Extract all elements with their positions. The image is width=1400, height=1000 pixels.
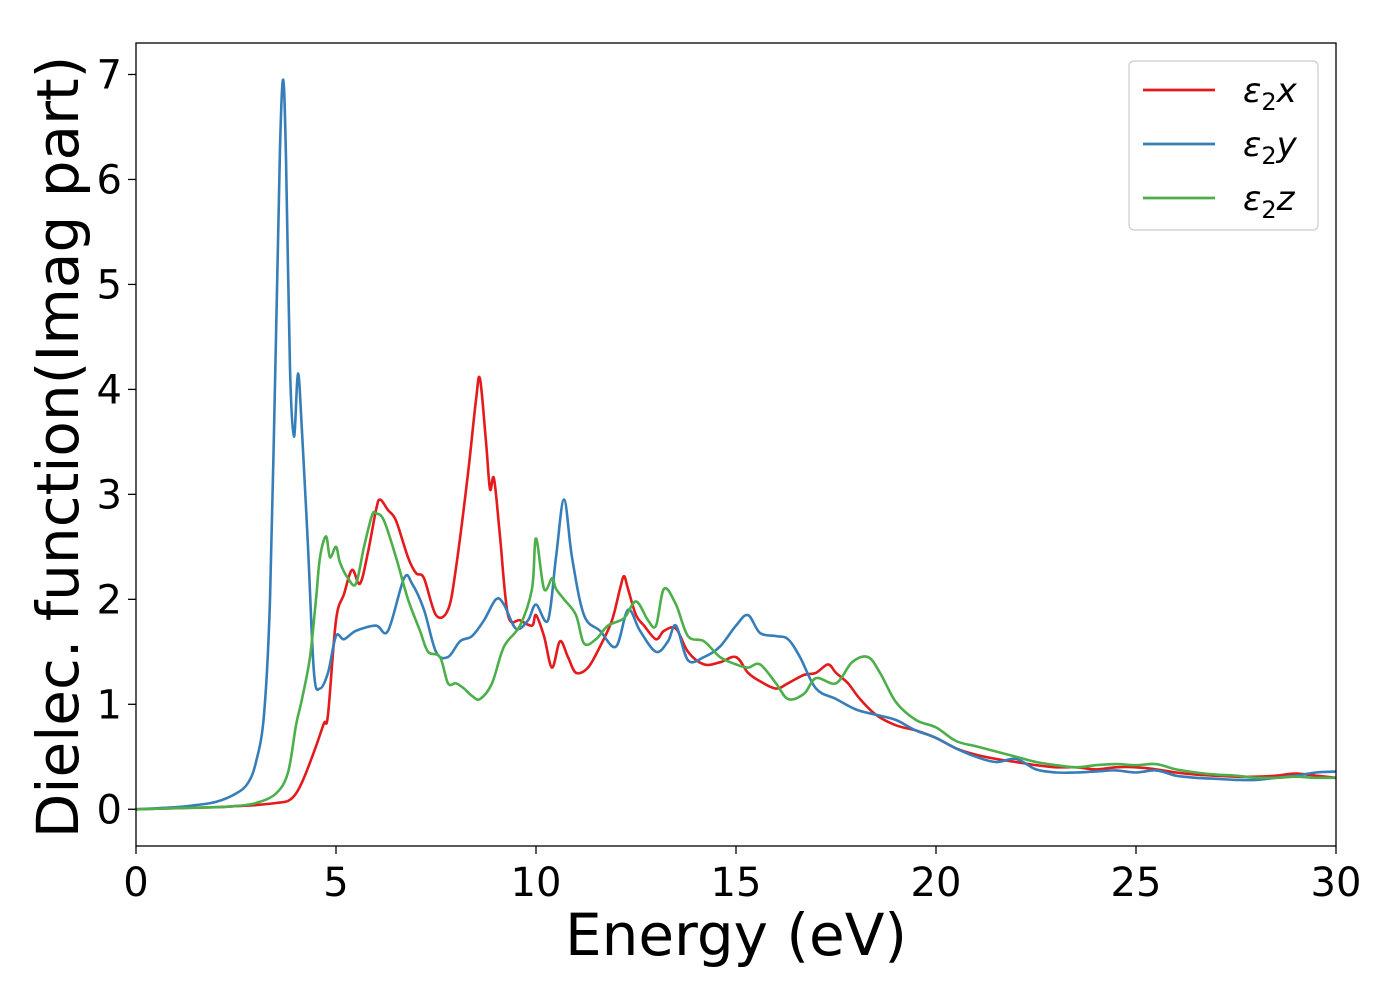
x-tick-label: 25: [1111, 860, 1162, 906]
x-tick-label: 5: [323, 860, 348, 906]
y-tick-label: 0: [97, 787, 122, 833]
legend-entry-y: ε2y: [1143, 125, 1298, 170]
x-tick-label: 20: [911, 860, 962, 906]
y-axis-label: Dielec. function(Imag part): [24, 56, 92, 839]
legend-label: ε2y: [1243, 125, 1298, 170]
x-tick-label: 10: [511, 860, 562, 906]
series-line-x: [136, 375, 1336, 811]
x-tick-label: 0: [123, 860, 148, 906]
y-tick-label: 3: [97, 472, 122, 518]
y-tick-label: 7: [97, 52, 122, 98]
legend: ε2x ε2y ε2z: [1128, 60, 1319, 231]
legend-label: ε2x: [1243, 71, 1298, 116]
y-tick-label: 2: [97, 577, 122, 623]
legend-label: ε2z: [1243, 179, 1296, 224]
legend-entry-x: ε2x: [1143, 71, 1298, 116]
x-axis-label: Energy (eV): [565, 901, 907, 969]
series-line-z: [136, 510, 1336, 811]
y-tick-label: 5: [97, 262, 122, 308]
y-tick-label: 4: [97, 367, 122, 413]
series-lines: [136, 78, 1336, 811]
y-tick-label: 6: [97, 157, 122, 203]
x-tick-label: 30: [1311, 860, 1362, 906]
series-line-y: [136, 78, 1336, 811]
axis-ticks: 0 5 10 15 20 25 30 0 1 2 3 4 5 6 7: [97, 52, 1362, 906]
legend-box: [1128, 60, 1319, 231]
y-tick-label: 1: [97, 682, 122, 728]
x-tick-label: 15: [711, 860, 762, 906]
legend-entry-z: ε2z: [1143, 179, 1296, 224]
